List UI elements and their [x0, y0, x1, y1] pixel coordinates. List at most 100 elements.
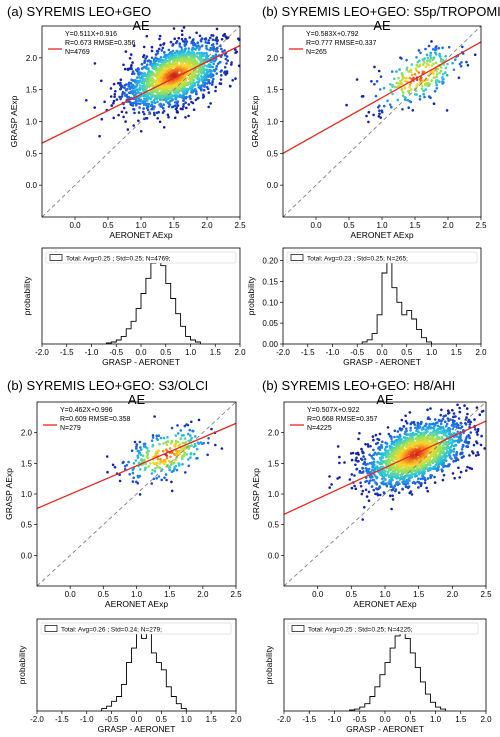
- scatter-point: [151, 445, 154, 448]
- scatter-point: [376, 441, 380, 445]
- scatter-point: [206, 41, 209, 45]
- scatter-point: [164, 65, 168, 68]
- y-tick-label: 0.5: [21, 521, 33, 530]
- identity-line: [283, 401, 487, 587]
- scatter-point: [171, 65, 175, 69]
- scatter-point: [375, 476, 379, 479]
- scatter-point: [224, 73, 227, 76]
- scatter-point: [406, 454, 409, 457]
- scatter-point: [167, 53, 171, 56]
- scatter-point: [483, 447, 486, 450]
- scatter-point: [416, 83, 419, 86]
- scatter-point: [350, 486, 354, 490]
- x-tick-label: -0.5: [105, 715, 119, 724]
- scatter-point: [441, 46, 444, 50]
- scatter-point: [178, 93, 182, 97]
- scatter-point: [419, 81, 422, 84]
- scatter-point: [412, 434, 416, 437]
- scatter-point: [153, 113, 156, 117]
- panel-title-line2: AE: [373, 18, 391, 33]
- scatter-point: [205, 68, 209, 71]
- scatter-point: [419, 477, 423, 481]
- x-tick-label: 2.0: [447, 590, 459, 599]
- scatter-point: [197, 73, 201, 76]
- scatter-point: [125, 93, 129, 97]
- scatter-point: [114, 90, 117, 93]
- scatter-point: [421, 63, 425, 66]
- scatter-point: [404, 414, 407, 418]
- scatter-point: [374, 433, 378, 437]
- scatter-point: [126, 128, 130, 131]
- scatter-point: [167, 56, 170, 60]
- scatter-point: [429, 407, 432, 410]
- scatter-point: [420, 428, 424, 431]
- y-tick-label: 1.5: [267, 86, 279, 95]
- scatter-point: [378, 109, 381, 112]
- scatter-point: [385, 445, 389, 448]
- scatter-point: [410, 434, 414, 438]
- scatter-point: [455, 425, 458, 429]
- x-tick-label: 2.5: [230, 590, 242, 599]
- scatter-point: [119, 97, 122, 101]
- scatter-point: [190, 74, 194, 78]
- scatter-point: [187, 114, 190, 118]
- scatter-point: [220, 74, 223, 77]
- scatter-point: [380, 446, 384, 449]
- scatter-point: [418, 467, 421, 471]
- scatter-point: [472, 443, 476, 447]
- scatter-point: [382, 86, 386, 90]
- scatter-point: [390, 105, 393, 109]
- scatter-point: [360, 492, 364, 496]
- scatter-point: [445, 74, 449, 77]
- scatter-point: [439, 413, 443, 417]
- scatter-point: [189, 452, 193, 455]
- scatter-point: [437, 431, 441, 435]
- x-tick-label: 0.0: [312, 590, 324, 599]
- scatter-point: [190, 91, 193, 94]
- scatter-point: [219, 78, 223, 81]
- scatter-point: [460, 448, 464, 451]
- scatter-point: [406, 98, 410, 102]
- scatter-point: [205, 70, 209, 74]
- scatter-point: [379, 116, 383, 119]
- scatter-point: [422, 93, 426, 96]
- scatter-point: [121, 92, 124, 96]
- scatter-point: [145, 88, 148, 91]
- scatter-point: [413, 445, 416, 449]
- scatter-point: [393, 435, 396, 439]
- scatter-point: [150, 64, 154, 68]
- scatter-point: [176, 432, 180, 435]
- scatter-point: [380, 443, 383, 447]
- x-tick-label: 1.5: [164, 590, 176, 599]
- scatter-point: [190, 41, 193, 45]
- panel-title-line1: (b) SYREMIS LEO+GEO: H8/AHI: [262, 378, 455, 393]
- scatter-point: [182, 64, 186, 68]
- scatter-point: [365, 479, 369, 483]
- x-tick-label: 0.0: [135, 348, 147, 357]
- scatter-point: [451, 61, 454, 65]
- scatter-point: [177, 36, 180, 40]
- scatter-point: [153, 415, 156, 418]
- x-tick-label: 2.0: [475, 348, 487, 357]
- scatter-point: [187, 464, 191, 468]
- scatter-point: [205, 47, 209, 51]
- scatter-point: [201, 52, 204, 56]
- x-tick-label: -0.5: [353, 715, 367, 724]
- x-tick-label: 1.5: [206, 715, 218, 724]
- scatter-point: [456, 439, 460, 443]
- scatter-point: [176, 100, 179, 103]
- scatter-point: [93, 62, 97, 65]
- scatter-point: [113, 465, 117, 469]
- scatter-point: [169, 40, 173, 44]
- scatter-point: [420, 85, 424, 88]
- scatter-point: [432, 455, 436, 459]
- scatter-point: [132, 101, 136, 105]
- scatter-point: [146, 63, 149, 66]
- scatter-point: [364, 443, 367, 446]
- scatter-point: [411, 438, 415, 441]
- scatter-point: [141, 454, 145, 458]
- scatter-point: [171, 49, 175, 53]
- scatter-point: [143, 61, 146, 64]
- scatter-point: [188, 86, 192, 89]
